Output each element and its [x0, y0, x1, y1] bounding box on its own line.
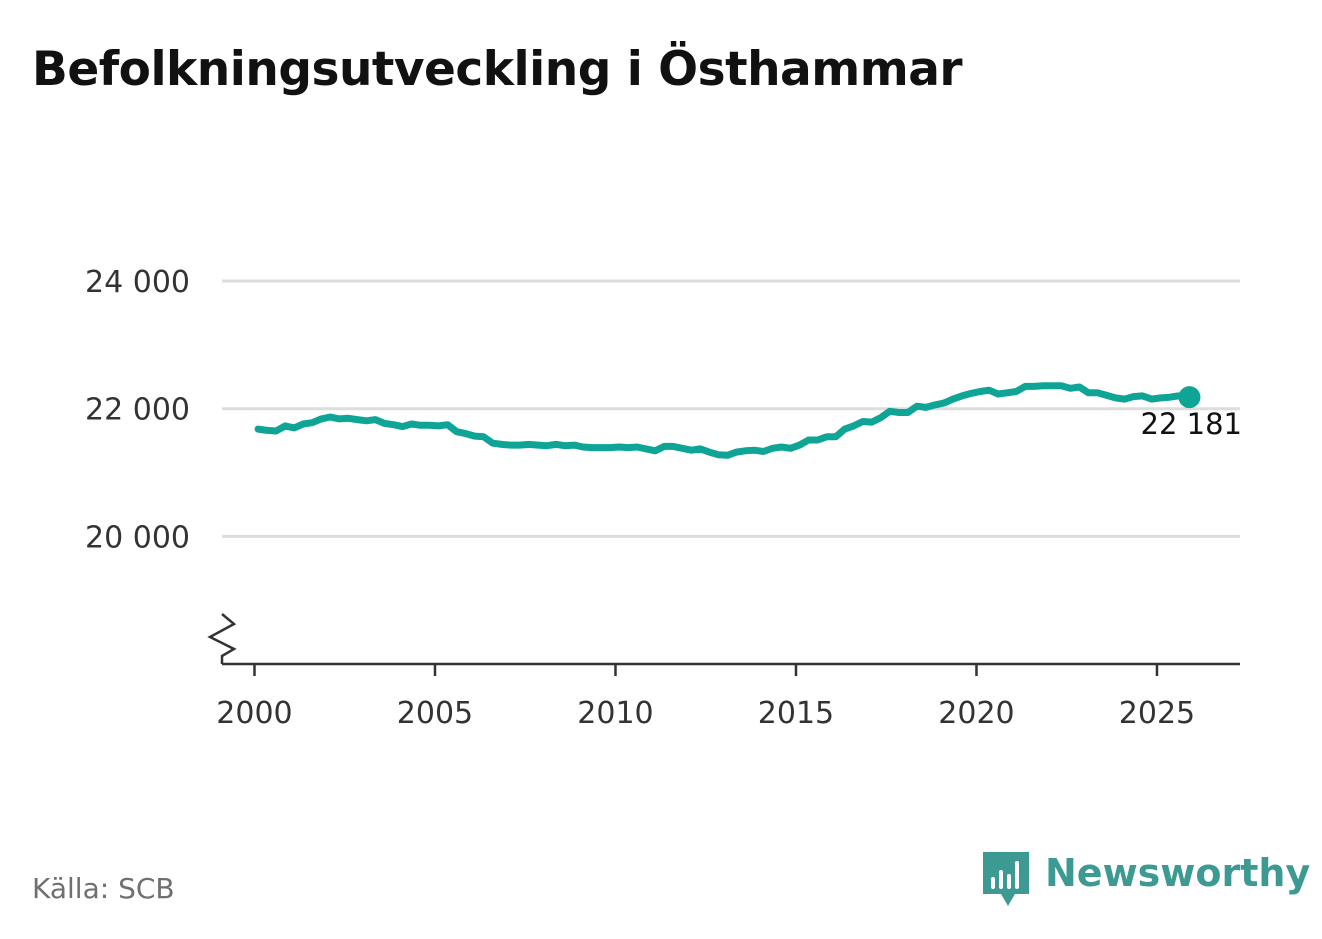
x-tick-label-2015: 2015: [758, 696, 834, 731]
end-point-marker: [1178, 386, 1201, 409]
axes: [207, 613, 1240, 676]
series: [254, 382, 1201, 459]
chart-title: Befolkningsutveckling i Östhammar: [32, 42, 963, 97]
newsworthy-bar-chart-icon: [983, 852, 1029, 906]
series-line-0: [254, 382, 1193, 459]
source-note: Källa: SCB: [32, 872, 175, 905]
y-tick-label-22000: 22 000: [85, 393, 190, 428]
labels: 20 000 22 000 24 000 2000 2005 2010 2015 2020 20…: [85, 265, 1242, 731]
y-tick-label-20000: 20 000: [85, 520, 190, 555]
x-tick-label-2020: 2020: [938, 696, 1014, 731]
x-tick-label-2000: 2000: [216, 696, 292, 731]
end-value-label: 22 181: [1141, 407, 1242, 441]
x-tick-label-2010: 2010: [577, 696, 653, 731]
brand-name: Newsworthy: [1045, 851, 1311, 895]
gridlines: [222, 279, 1240, 538]
axis-break-icon: [207, 613, 237, 664]
x-tick-label-2025: 2025: [1119, 696, 1195, 731]
x-tick-label-2005: 2005: [397, 696, 473, 731]
y-tick-label-24000: 24 000: [85, 265, 190, 300]
brand-logo: Newsworthy: [981, 850, 1310, 910]
